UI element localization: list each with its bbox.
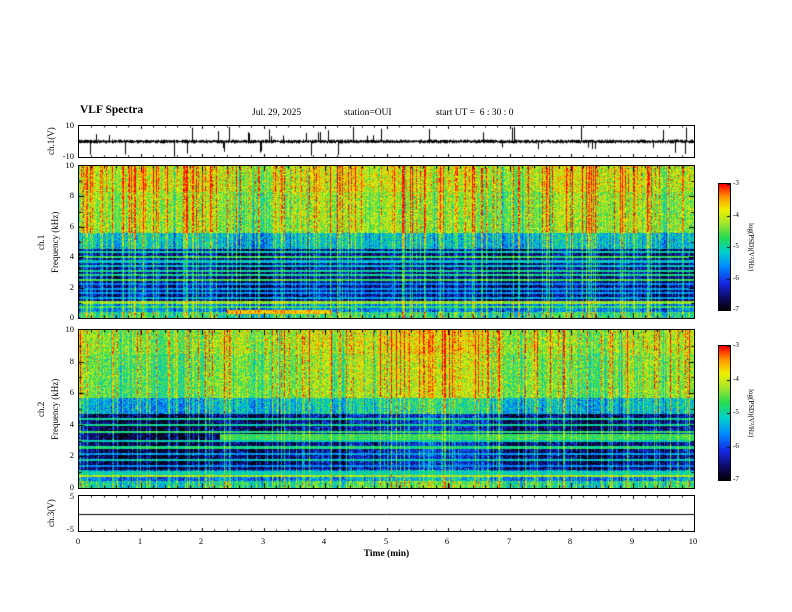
ch1-freq-ytick-label: 10 <box>65 160 75 170</box>
time-tick-label: 10 <box>688 536 698 546</box>
ch3-voltage-trace-canvas <box>79 496 694 531</box>
ch1-freq-ytick-label: 6 <box>69 220 74 231</box>
colorbar1-tick-label: -4 <box>733 211 739 219</box>
time-tick-label: 7 <box>506 536 512 546</box>
time-tick-label: 9 <box>629 536 635 546</box>
time-tick-label: 6 <box>444 536 450 546</box>
colorbar2-tick-label: -3 <box>733 341 739 349</box>
colorbar2-label: log(PSD)(V²/Hz) <box>747 388 755 438</box>
date-label: Jul. 29, 2025 <box>252 108 302 118</box>
colorbar1-gradient-canvas <box>719 184 730 310</box>
ch2-spectrogram-canvas <box>79 330 694 488</box>
ch1-voltage-panel <box>78 125 695 158</box>
ch2-spectrogram-channel-label: ch.2 <box>36 401 46 417</box>
colorbar1-tick-label: -5 <box>733 242 739 250</box>
time-tick-label: 8 <box>567 536 573 546</box>
ch2-freq-ytick-label: 10 <box>65 324 75 334</box>
time-tick-label: 5 <box>383 536 389 546</box>
colorbar1-tick-label: -6 <box>733 274 739 282</box>
colorbar1-tick-label: -7 <box>733 305 739 313</box>
ch1-voltage-ytick-label: 10 <box>65 120 75 130</box>
ch1-voltage-trace-canvas <box>79 126 694 157</box>
ch1-freq-ytick-label: 0 <box>69 312 74 322</box>
ch1-freq-ytick-label: 8 <box>69 190 74 201</box>
ch1-spectrogram-channel-label: ch.1 <box>36 234 46 250</box>
time-tick-label: 4 <box>321 536 327 546</box>
ch2-spectrogram-panel <box>78 329 695 489</box>
colorbar1 <box>718 183 731 311</box>
ch1-frequency-axis-label: Frequency (kHz) <box>50 211 60 273</box>
colorbar2 <box>718 345 731 481</box>
ch2-frequency-axis-label: Frequency (kHz) <box>50 378 60 440</box>
ch2-freq-ytick-label: 0 <box>69 482 74 492</box>
ch1-spectrogram-panel <box>78 165 695 319</box>
colorbar2-tick-label: -5 <box>733 408 739 416</box>
colorbar2-tick-label: -4 <box>733 375 739 383</box>
ch2-freq-ytick-label: 6 <box>69 387 74 398</box>
ch2-freq-ytick-label: 8 <box>69 355 74 366</box>
ch1-voltage-ytick-label: -10 <box>62 151 74 161</box>
ch1-spectrogram-canvas <box>79 166 694 318</box>
time-axis-label: Time (min) <box>363 549 410 559</box>
ch2-freq-ytick-label: 4 <box>69 418 74 429</box>
time-tick-label: 3 <box>260 536 266 546</box>
colorbar2-tick-label: -6 <box>733 442 739 450</box>
time-tick-label: 0 <box>75 536 81 546</box>
ch3-voltage-ytick-label: 5 <box>69 491 74 501</box>
ch3-voltage-ytick-label: -5 <box>66 524 74 534</box>
colorbar2-tick-label: -7 <box>733 475 739 483</box>
colorbar2-gradient-canvas <box>719 346 730 480</box>
ch3-voltage-panel <box>78 495 695 532</box>
time-tick-label: 1 <box>137 536 143 546</box>
colorbar1-tick-label: -3 <box>733 179 739 187</box>
station-label: station=OUI <box>344 108 392 118</box>
plot-title: VLF Spectra <box>80 104 144 116</box>
time-tick-label: 2 <box>198 536 204 546</box>
ch2-freq-ytick-label: 2 <box>69 450 74 461</box>
ch1-freq-ytick-label: 2 <box>69 281 74 292</box>
ch1-freq-ytick-label: 4 <box>69 251 74 262</box>
colorbar1-label: log(PSD)(V²/Hz) <box>747 222 755 272</box>
start-ut-label: start UT = 6 : 30 : 0 <box>436 108 514 118</box>
